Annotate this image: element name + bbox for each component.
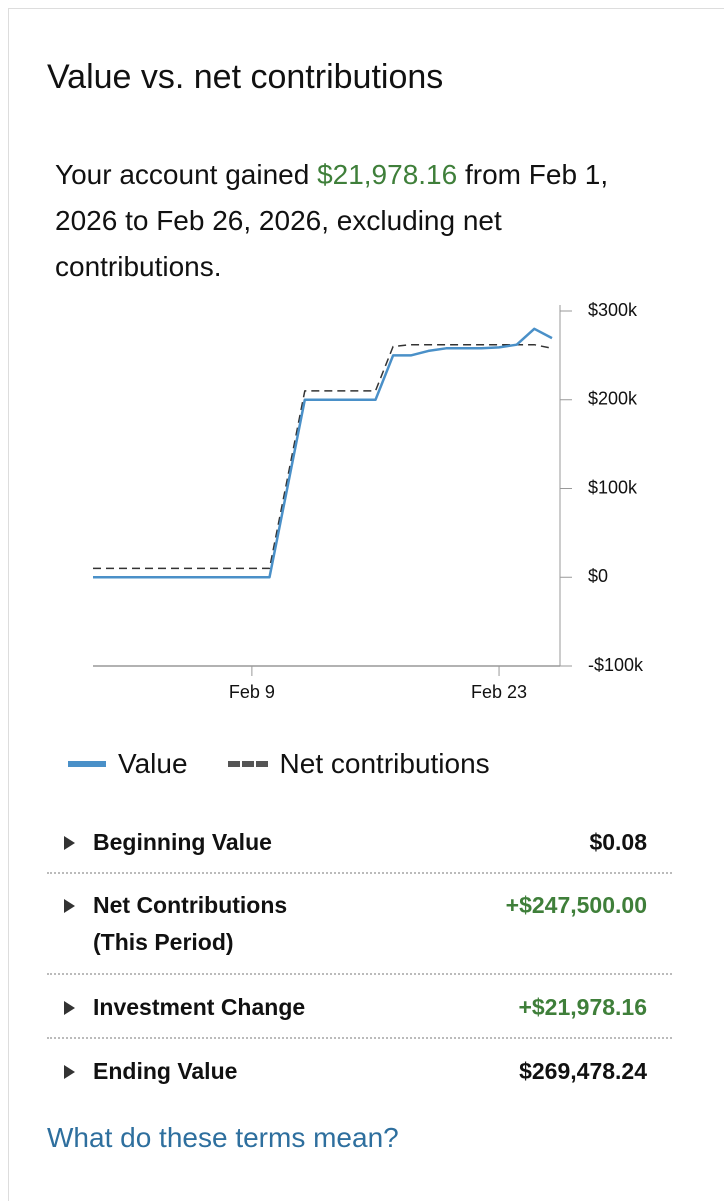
row-label: Investment Change — [93, 994, 306, 1020]
legend-swatch — [68, 761, 106, 767]
row-value: +$247,500.00 — [505, 892, 647, 918]
summary: Your account gained $21,978.16 from Feb … — [55, 152, 665, 290]
y-tick-label: $200k — [588, 389, 638, 409]
y-tick-label: $100k — [588, 477, 638, 497]
legend-label: Net contributions — [279, 748, 490, 779]
summary-text: Your account gained — [55, 159, 318, 190]
expand-arrow[interactable] — [64, 836, 75, 850]
x-tick-label: Feb 23 — [471, 682, 527, 702]
row-label: Beginning Value — [93, 829, 272, 855]
card — [8, 8, 724, 1201]
row-value: +$21,978.16 — [518, 994, 647, 1020]
expand-arrow[interactable] — [64, 1065, 75, 1079]
gain-amount: $21,978.16 — [317, 159, 458, 190]
separator — [47, 872, 672, 874]
y-tick-label: $0 — [588, 566, 608, 586]
expand-arrow[interactable] — [64, 1001, 75, 1015]
chart: -$100k $0 $100k $200k $300k Feb 9 Feb 23 — [93, 300, 644, 702]
separator — [47, 1037, 672, 1039]
row-value: $269,478.24 — [519, 1058, 647, 1084]
y-tick-label: $300k — [588, 300, 638, 320]
help-link[interactable]: What do these terms mean? — [47, 1122, 399, 1153]
row-label: Net Contributions (This Period) — [93, 892, 288, 955]
row-value: $0.08 — [589, 829, 647, 855]
series-line — [93, 343, 553, 570]
summary-text: from Feb 1, 2026 to Feb 26, 2026, exclud… — [55, 159, 609, 282]
legend-label: Value — [118, 748, 188, 779]
expand-arrow[interactable] — [64, 899, 75, 913]
x-tick-label: Feb 9 — [229, 682, 275, 702]
y-tick-label: -$100k — [588, 655, 644, 675]
row-label: Ending Value — [93, 1058, 238, 1084]
legend: Value Net contributions — [68, 748, 490, 780]
legend-swatch — [227, 761, 268, 767]
separator — [47, 973, 672, 975]
series-line — [93, 327, 553, 579]
title: Value vs. net contributions — [47, 58, 444, 96]
